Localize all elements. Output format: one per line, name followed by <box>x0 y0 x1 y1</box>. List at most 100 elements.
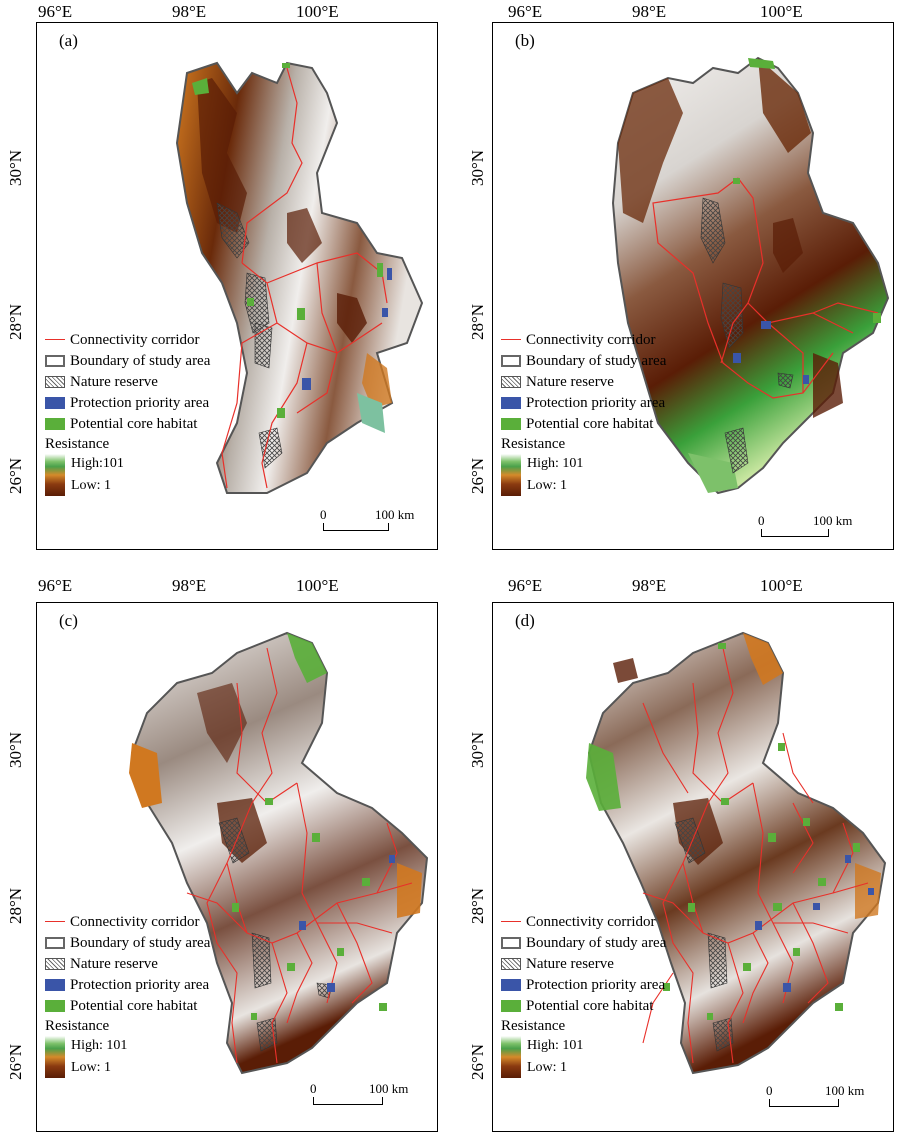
lat-tick-30: 30°N <box>468 731 487 768</box>
map-frame: (c) Connectivity corridor Boundary of st… <box>36 602 438 1132</box>
legend-priority: Protection priority area <box>526 394 666 411</box>
lon-tick-98: 98°E <box>172 2 207 21</box>
potential-core-habitats <box>232 798 387 1020</box>
resistance-ramp <box>45 1036 65 1078</box>
protection-priority-areas <box>302 268 392 390</box>
scale-bar: 0 100 km <box>310 1081 408 1113</box>
lon-tick-100: 100°E <box>760 2 803 21</box>
resistance-title: Resistance <box>501 1018 566 1034</box>
reserve-hatch-icon <box>501 375 521 388</box>
corridors <box>642 647 869 1064</box>
resistance-low: Low: 1 <box>527 478 568 493</box>
legend-boundary: Boundary of study area <box>526 352 667 369</box>
priority-swatch-icon <box>45 396 65 409</box>
lat-tick-26: 26°N <box>6 1043 25 1080</box>
habitat-swatch-icon <box>45 417 65 430</box>
reserve-hatch-icon <box>45 957 65 970</box>
legend-reserve: Nature reserve <box>526 373 614 390</box>
scale-bar: 0 100 km <box>766 1083 864 1115</box>
potential-core-habitats <box>247 63 383 418</box>
scale-zero: 0 <box>758 513 765 528</box>
map-canvas <box>175 61 424 494</box>
boundary-box-icon <box>501 936 521 949</box>
lat-tick-26: 26°N <box>468 457 487 494</box>
boundary-box-icon <box>45 936 65 949</box>
lat-tick-26: 26°N <box>6 457 25 494</box>
lon-tick-96: 96°E <box>508 576 543 595</box>
lat-tick-30: 30°N <box>6 731 25 768</box>
legend-corridor: Connectivity corridor <box>526 331 656 348</box>
study-area-boundary <box>175 61 424 494</box>
resistance-high: High: 101 <box>527 456 584 471</box>
lat-tick-26: 26°N <box>468 1043 487 1080</box>
resistance-low: Low: 1 <box>71 1060 112 1075</box>
resistance-high: High: 101 <box>527 1038 584 1053</box>
legend-corridor: Connectivity corridor <box>526 913 656 930</box>
resistance-ramp <box>45 454 65 496</box>
legend-habitat: Potential core habitat <box>526 415 654 432</box>
scale-bar: 0 100 km <box>320 507 414 539</box>
habitat-swatch-icon <box>501 999 521 1012</box>
habitat-swatch-icon <box>501 417 521 430</box>
corridors <box>186 647 413 1064</box>
resistance-ramp <box>501 1036 521 1078</box>
legend-priority: Protection priority area <box>70 394 210 411</box>
protection-priority-areas <box>733 321 809 384</box>
boundary-box-icon <box>45 354 65 367</box>
reserve-hatch-icon <box>501 957 521 970</box>
lon-tick-98: 98°E <box>632 576 667 595</box>
reserve-hatch-icon <box>45 375 65 388</box>
legend-reserve: Nature reserve <box>70 955 158 972</box>
legend-priority: Protection priority area <box>70 976 210 993</box>
scale-bar: 0 100 km <box>758 513 852 545</box>
legend-habitat: Potential core habitat <box>70 997 198 1014</box>
legend: Connectivity corridor Boundary of study … <box>45 329 210 496</box>
resistance-high: High:101 <box>71 456 124 471</box>
map-panel-d: 96°E 98°E 100°E 30°N 28°N 26°N <box>450 572 900 1144</box>
panel-label: (a) <box>59 31 78 50</box>
lon-tick-96: 96°E <box>38 2 73 21</box>
priority-swatch-icon <box>45 978 65 991</box>
map-frame: (a) Connectivity corridor Boundary of st… <box>36 22 438 550</box>
resistance-low: Low: 1 <box>71 478 112 493</box>
potential-core-habitats <box>663 643 860 1020</box>
lon-tick-96: 96°E <box>38 576 73 595</box>
resistance-title: Resistance <box>45 1018 110 1034</box>
corridor-line-icon <box>45 921 65 922</box>
lon-tick-98: 98°E <box>172 576 207 595</box>
corridors <box>221 67 388 489</box>
resistance-title: Resistance <box>45 436 110 452</box>
scale-zero: 0 <box>320 507 327 522</box>
legend-boundary: Boundary of study area <box>70 352 211 369</box>
map-frame: (d) Connectivity corridor Boundary of st… <box>492 602 894 1132</box>
legend-boundary: Boundary of study area <box>526 934 667 951</box>
resistance-high: High: 101 <box>71 1038 128 1053</box>
lon-tick-100: 100°E <box>296 2 339 21</box>
resistance-ramp <box>501 454 521 496</box>
scale-distance: 100 km <box>813 513 853 528</box>
legend: Connectivity corridor Boundary of study … <box>501 329 666 496</box>
scale-distance: 100 km <box>375 507 415 522</box>
lat-tick-28: 28°N <box>468 303 487 340</box>
corridors <box>652 177 879 399</box>
scale-distance: 100 km <box>825 1083 865 1098</box>
map-frame: (b) Connectivity corridor Boundary of st… <box>492 22 894 550</box>
legend-reserve: Nature reserve <box>526 955 614 972</box>
scale-distance: 100 km <box>369 1081 409 1096</box>
legend-reserve: Nature reserve <box>70 373 158 390</box>
lon-tick-96: 96°E <box>508 2 543 21</box>
legend-corridor: Connectivity corridor <box>70 331 200 348</box>
panel-label: (d) <box>515 611 535 630</box>
lat-tick-30: 30°N <box>6 149 25 186</box>
legend-priority: Protection priority area <box>526 976 666 993</box>
map-panel-c: 96°E 98°E 100°E 30°N 28°N 26°N <box>0 572 450 1144</box>
legend: Connectivity corridor Boundary of study … <box>45 911 210 1078</box>
map-panel-a: 96°E 98°E 100°E 30°N 28°N 26°N <box>0 0 450 560</box>
priority-swatch-icon <box>501 978 521 991</box>
legend: Connectivity corridor Boundary of study … <box>501 911 666 1078</box>
legend-habitat: Potential core habitat <box>70 415 198 432</box>
lon-tick-100: 100°E <box>296 576 339 595</box>
map-canvas <box>586 631 887 1075</box>
scale-zero: 0 <box>766 1083 773 1098</box>
protection-priority-areas <box>755 855 874 992</box>
